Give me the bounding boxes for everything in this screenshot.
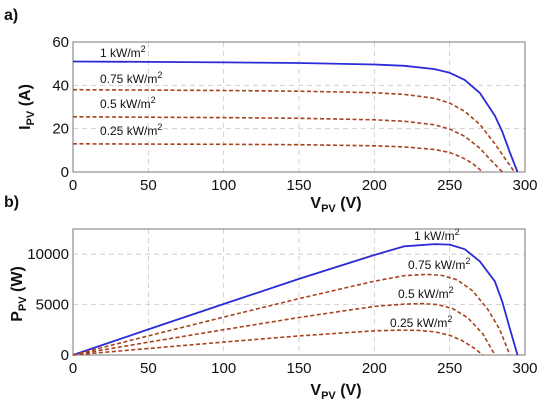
x-tick-label: 0 (69, 360, 77, 377)
series-line-2 (72, 116, 503, 173)
x-tick-label: 150 (286, 360, 311, 377)
x-tick-label: 250 (437, 177, 462, 194)
x-tick-label: 200 (362, 177, 387, 194)
series-line-0 (72, 60, 519, 173)
series-label: 1 kW/m2 (414, 227, 460, 243)
series-label: 1 kW/m2 (100, 44, 146, 60)
x-tick-label: 300 (512, 360, 537, 377)
panel-label: a) (4, 7, 18, 24)
x-tick-label: 250 (437, 360, 462, 377)
chart-panel-a: 0 50 100 150 200 250 300 0 20 40 60 1 kW/m2 0.75 kW/… (4, 7, 538, 215)
y-tick-label: 10000 (27, 246, 69, 263)
plot-frame (72, 228, 526, 356)
series-line-0 (72, 243, 519, 356)
x-tick-label: 100 (211, 360, 236, 377)
chart-panel-b: 0 50 100 150 200 250 300 0 5000 10000 1 kW/m2 0.75 … (4, 194, 538, 402)
series-line-2 (72, 302, 496, 356)
x-tick-label: 50 (140, 177, 157, 194)
series-line-1 (72, 273, 511, 356)
series-label: 0.25 kW/m2 (390, 314, 452, 330)
series-label: 0.75 kW/m2 (100, 70, 162, 86)
series-label: 0.5 kW/m2 (398, 285, 454, 301)
x-tick-label: 0 (69, 177, 77, 194)
y-tick-label: 60 (52, 34, 69, 51)
y-tick-label: 0 (61, 347, 69, 364)
series-line-3 (72, 143, 484, 173)
x-axis-label: VPV (V) (310, 382, 361, 402)
x-axis-label: VPV (V) (310, 195, 361, 215)
y-tick-label: 0 (61, 164, 69, 181)
series-label: 0.25 kW/m2 (100, 122, 162, 138)
y-axis-label: PPV (W) (9, 266, 29, 322)
y-tick-label: 40 (52, 77, 69, 94)
x-tick-label: 100 (211, 177, 236, 194)
series-line-1 (72, 88, 516, 173)
x-tick-label: 300 (512, 177, 537, 194)
series-label: 0.75 kW/m2 (408, 256, 470, 272)
x-tick-label: 150 (286, 177, 311, 194)
panel-label: b) (4, 194, 19, 211)
y-axis-label: IPV (A) (17, 84, 37, 130)
plot-frame (72, 41, 526, 173)
series-label: 0.5 kW/m2 (100, 95, 156, 111)
y-tick-label: 5000 (36, 297, 69, 314)
series-line-3 (72, 329, 484, 356)
y-tick-label: 20 (52, 121, 69, 138)
x-tick-label: 200 (362, 360, 387, 377)
x-tick-label: 50 (140, 360, 157, 377)
